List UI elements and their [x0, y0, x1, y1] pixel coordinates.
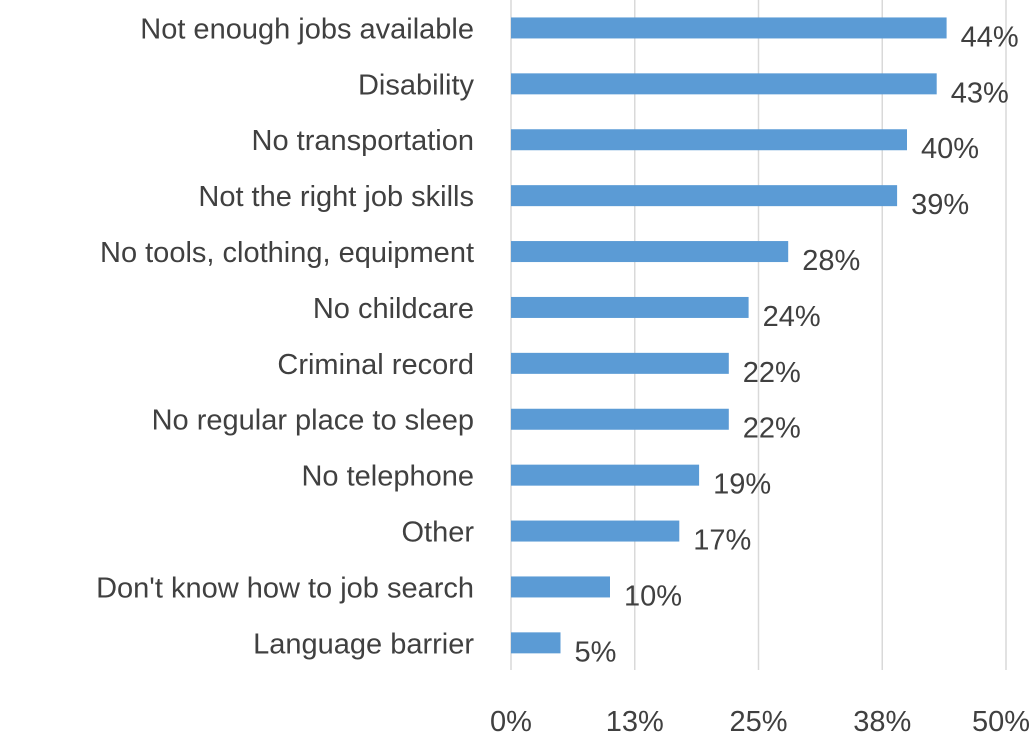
value-label-9: 17%	[693, 524, 751, 556]
bar-8	[511, 464, 700, 486]
x-tick-label-0: 0%	[490, 706, 532, 735]
value-label-10: 10%	[624, 580, 682, 612]
value-label-0: 44%	[961, 21, 1019, 53]
x-tick-label-2: 25%	[729, 706, 787, 735]
value-label-3: 39%	[911, 189, 969, 221]
category-label-2: No transportation	[252, 125, 474, 157]
category-label-7: No regular place to sleep	[152, 405, 474, 437]
value-labels: 44% 43% 40% 39% 28% 24% 22% 22% 19% 17% 10%5%	[575, 21, 1019, 668]
bar-5	[511, 296, 749, 318]
bar-1	[511, 73, 937, 95]
value-label-11: 5%	[575, 636, 617, 668]
bar-6	[511, 352, 729, 374]
bar-4	[511, 241, 789, 263]
x-tick-label-4: 50%	[972, 706, 1030, 735]
category-label-11: Language barrier	[253, 628, 474, 660]
x-tick-label-1: 13%	[606, 706, 664, 735]
bars	[511, 17, 947, 654]
value-label-1: 43%	[951, 77, 1009, 109]
category-label-5: No childcare	[313, 293, 474, 325]
value-label-2: 40%	[921, 133, 979, 165]
value-label-4: 28%	[802, 245, 860, 277]
category-label-0: Not enough jobs available	[140, 13, 474, 45]
bar-3	[511, 185, 898, 207]
bar-0	[511, 17, 947, 39]
value-label-5: 24%	[763, 301, 821, 333]
x-axis-ticks: 0% 13% 25% 38% 50%	[490, 706, 1030, 735]
category-label-6: Criminal record	[277, 349, 474, 381]
x-tick-label-3: 38%	[853, 706, 911, 735]
bar-11	[511, 632, 561, 654]
category-label-3: Not the right job skills	[198, 181, 474, 213]
bar-10	[511, 576, 610, 598]
bar-9	[511, 520, 680, 542]
category-label-1: Disability	[358, 69, 475, 101]
category-label-8: No telephone	[301, 461, 474, 493]
value-label-7: 22%	[743, 413, 801, 445]
category-label-9: Other	[401, 516, 474, 548]
category-label-10: Don't know how to job search	[96, 572, 474, 604]
category-labels: Not enough jobs available Disability No tr…	[96, 13, 474, 660]
bar-7	[511, 408, 729, 430]
category-label-4: No tools, clothing, equipment	[100, 237, 474, 269]
gridlines	[510, 0, 1007, 670]
bar-2	[511, 129, 907, 151]
value-label-6: 22%	[743, 357, 801, 389]
value-label-8: 19%	[713, 469, 771, 501]
